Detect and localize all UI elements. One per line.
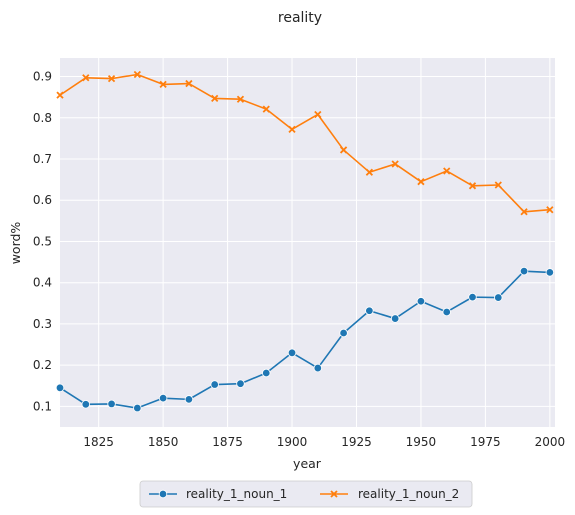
x-tick-label: 1850 <box>148 435 179 449</box>
data-point <box>442 307 451 317</box>
series-line <box>59 270 550 409</box>
chart-title: reality <box>278 10 322 26</box>
data-point <box>313 363 323 373</box>
y-tick-label: 0.6 <box>33 193 52 207</box>
legend-box <box>139 480 473 508</box>
x-tick-label: 1950 <box>406 435 437 449</box>
data-point <box>158 393 168 403</box>
data-point <box>546 206 554 214</box>
y-tick-label: 0.1 <box>33 399 52 413</box>
data-point <box>339 146 348 154</box>
x-axis-label: year <box>293 456 322 471</box>
data-point <box>545 268 555 277</box>
x-axis-ticks: 1825 1850 1875 1900 1925 1950 1975 2000 <box>83 435 565 449</box>
series-lines <box>55 70 555 413</box>
y-tick-label: 0.8 <box>33 111 52 125</box>
data-point <box>262 105 270 113</box>
data-point <box>391 160 399 168</box>
data-point <box>365 168 374 176</box>
series-reality-1-noun-2 <box>56 70 554 216</box>
data-point <box>314 110 322 119</box>
y-tick-label: 0.3 <box>33 317 52 331</box>
y-tick-label: 0.4 <box>33 276 52 290</box>
data-point <box>107 399 116 409</box>
data-point <box>520 208 528 216</box>
y-axis-label: word% <box>8 222 23 265</box>
y-tick-label: 0.5 <box>33 234 52 248</box>
legend-label-2: reality_1_noun_2 <box>358 487 459 501</box>
grid-lines <box>60 58 555 427</box>
legend-entry-reality-1-noun-2: reality_1_noun_2 <box>320 487 459 501</box>
data-point <box>210 380 219 389</box>
data-point <box>133 403 142 413</box>
y-tick-label: 0.7 <box>33 152 52 166</box>
legend-label-1: reality_1_noun_1 <box>186 487 287 501</box>
x-tick-label: 1875 <box>212 435 243 449</box>
data-point <box>287 348 297 357</box>
y-tick-label: 0.2 <box>33 358 52 372</box>
series-reality-1-noun-1 <box>55 266 555 413</box>
data-point <box>133 70 141 79</box>
data-point <box>339 328 348 338</box>
data-point <box>82 74 90 82</box>
y-tick-label: 0.9 <box>33 70 52 84</box>
data-point <box>236 379 245 388</box>
data-point <box>211 94 219 103</box>
data-point <box>494 293 503 302</box>
data-point <box>519 266 529 276</box>
data-point <box>365 306 374 315</box>
x-tick-label: 2000 <box>535 435 566 449</box>
data-point <box>159 80 167 89</box>
data-point <box>55 383 65 393</box>
x-tick-label: 1925 <box>341 435 372 449</box>
data-point <box>56 91 64 99</box>
data-point <box>185 79 193 88</box>
data-point <box>236 95 245 103</box>
data-point <box>416 297 426 306</box>
data-point <box>468 182 477 190</box>
data-point <box>390 314 400 323</box>
data-point <box>494 181 502 189</box>
data-point <box>417 178 425 186</box>
data-point <box>81 400 90 409</box>
data-point <box>288 125 296 133</box>
data-point <box>468 292 477 302</box>
x-tick-label: 1975 <box>470 435 501 449</box>
legend-entry-reality-1-noun-1: reality_1_noun_1 <box>149 487 287 501</box>
data-point <box>443 167 451 175</box>
data-point <box>184 395 194 404</box>
series-line <box>59 73 550 213</box>
legend: reality_1_noun_1 reality_1_noun_2 <box>139 480 473 508</box>
data-point <box>107 74 116 83</box>
plot-area <box>60 58 555 427</box>
x-tick-label: 1900 <box>277 435 308 449</box>
x-tick-label: 1825 <box>83 435 114 449</box>
y-axis-ticks: 0.1 0.2 0.3 0.4 0.5 0.6 0.7 0.8 0.9 <box>33 70 52 414</box>
data-point <box>262 368 271 378</box>
